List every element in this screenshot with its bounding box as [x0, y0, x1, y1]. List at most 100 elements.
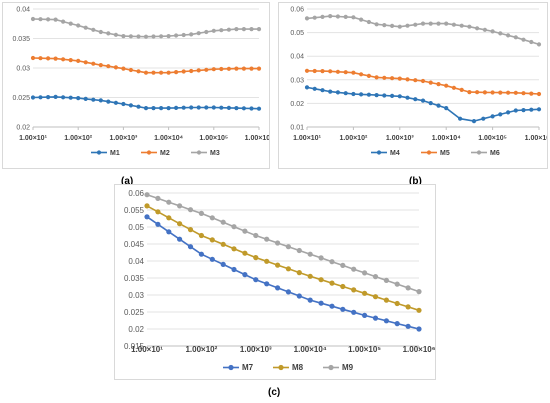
- data-point-m2: [91, 61, 96, 66]
- legend-label-m3: M3: [210, 150, 220, 157]
- legend-label-m4: M4: [390, 150, 400, 157]
- data-point-m1: [136, 104, 141, 109]
- data-point-m4: [320, 88, 325, 93]
- data-point-m5: [459, 87, 464, 92]
- data-point-m1: [219, 105, 224, 110]
- data-point-m3: [241, 27, 246, 32]
- data-point-m3: [128, 34, 133, 39]
- data-point-m2: [219, 66, 224, 72]
- data-point-m5: [320, 69, 325, 74]
- data-point-m2: [234, 66, 239, 71]
- data-point-m5: [405, 77, 410, 82]
- y-tick-label: 0.025: [124, 308, 145, 317]
- data-point-m5: [420, 78, 426, 84]
- data-point-m3: [143, 34, 149, 39]
- data-point-m1: [256, 106, 262, 111]
- x-tick-label: 1.00×10¹: [19, 135, 47, 142]
- data-point-m7: [253, 277, 259, 283]
- data-point-m4: [382, 93, 387, 98]
- data-point-m3: [113, 32, 118, 37]
- legend-marker-m3: [196, 150, 202, 155]
- data-point-m2: [211, 67, 216, 72]
- data-point-m8: [264, 258, 270, 264]
- data-point-m3: [249, 27, 254, 32]
- y-tick-label: 0.035: [124, 274, 145, 283]
- data-point-m9: [318, 255, 324, 261]
- data-point-m6: [467, 24, 472, 29]
- data-point-m6: [390, 23, 395, 28]
- legend-label-m2: M2: [160, 150, 170, 157]
- line-chart-c: 0.015 0.02 0.025 0.03 0.035 0.04 0.045 0.05 0.05…: [124, 189, 435, 372]
- data-point-m8: [383, 297, 389, 303]
- data-point-m5: [428, 80, 433, 85]
- data-point-m2: [174, 70, 179, 75]
- data-point-m1: [38, 95, 43, 100]
- x-tick-label: 1.00×10³: [240, 345, 272, 354]
- legend-label-m1: M1: [110, 150, 120, 157]
- data-point-m8: [275, 262, 281, 268]
- x-tick-label: 1.00×10⁵: [478, 135, 507, 142]
- series-line-m6: [306, 15, 540, 46]
- line-chart-a: 0.02 0.025 0.03 0.035 0.04 1.00×10¹ 1.00×10² 1.…: [12, 6, 269, 157]
- data-point-m9: [220, 219, 226, 225]
- data-point-m6: [351, 15, 356, 20]
- data-point-m4: [397, 94, 402, 99]
- data-point-m4: [312, 86, 317, 91]
- data-point-m4: [506, 110, 511, 115]
- data-point-m9: [144, 192, 150, 198]
- data-point-m5: [374, 75, 379, 80]
- data-point-m1: [113, 100, 118, 105]
- data-point-m1: [241, 106, 246, 111]
- data-point-m8: [394, 300, 400, 307]
- data-point-m3: [106, 31, 111, 36]
- data-point-m5: [397, 76, 402, 81]
- data-point-m4: [420, 98, 426, 103]
- data-point-m9: [351, 266, 357, 272]
- data-point-m2: [121, 66, 126, 71]
- data-point-m8: [177, 221, 183, 227]
- data-point-m1: [98, 98, 103, 103]
- line-chart-b: 0.01 0.02 0.03 0.04 0.05 0.06 1.00×10¹ 1.00×10²…: [290, 6, 547, 157]
- data-point-m2: [106, 64, 111, 69]
- data-point-m6: [428, 21, 433, 26]
- data-point-m8: [307, 273, 313, 279]
- data-point-m2: [204, 67, 209, 72]
- data-point-m7: [264, 281, 270, 287]
- data-point-m5: [521, 91, 526, 96]
- data-point-m7: [144, 214, 150, 220]
- data-point-m6: [328, 14, 333, 19]
- data-point-m7: [416, 326, 422, 332]
- data-point-m3: [98, 29, 103, 35]
- data-point-m8: [231, 246, 237, 252]
- data-point-m7: [362, 312, 368, 318]
- data-point-m9: [285, 244, 291, 250]
- data-point-m8: [187, 227, 194, 233]
- data-point-m4: [513, 108, 518, 113]
- data-point-m4: [304, 85, 310, 90]
- data-point-m5: [351, 70, 356, 75]
- data-point-m6: [359, 17, 364, 22]
- data-point-m6: [475, 26, 480, 31]
- data-point-m5: [529, 91, 534, 96]
- data-point-m5: [382, 75, 387, 80]
- data-point-m4: [359, 92, 364, 97]
- data-point-m8: [405, 304, 411, 310]
- data-point-m8: [340, 283, 346, 290]
- data-point-m6: [506, 33, 511, 38]
- data-point-m4: [458, 116, 463, 121]
- x-tick-label: 1.00×10¹: [131, 345, 163, 354]
- data-point-m6: [521, 37, 526, 42]
- data-point-m2: [68, 58, 73, 63]
- data-point-m3: [219, 28, 224, 33]
- data-point-m8: [209, 237, 215, 243]
- data-point-m4: [490, 114, 495, 119]
- data-point-m3: [46, 17, 51, 22]
- x-tick-label: 1.00×10⁵: [348, 345, 381, 354]
- data-point-m2: [256, 66, 262, 71]
- data-point-m9: [198, 210, 204, 216]
- data-point-m5: [498, 90, 503, 95]
- data-point-m8: [318, 277, 324, 283]
- data-point-m2: [61, 57, 66, 62]
- data-point-m7: [405, 323, 411, 329]
- legend-marker-m7: [228, 364, 234, 371]
